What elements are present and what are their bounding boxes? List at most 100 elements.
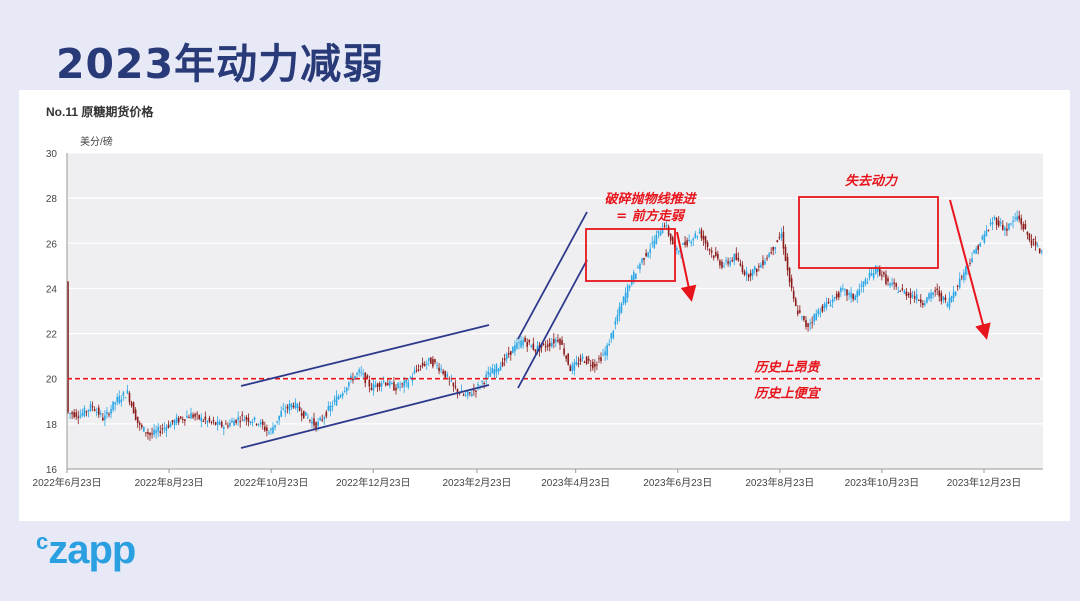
candle-body bbox=[503, 358, 506, 361]
candle-body bbox=[241, 414, 244, 416]
candle-body bbox=[587, 358, 590, 361]
candle-body bbox=[510, 351, 512, 355]
candle-body bbox=[762, 260, 764, 266]
candle-body bbox=[657, 230, 660, 234]
candle-body bbox=[690, 241, 692, 244]
candle-body bbox=[889, 283, 891, 286]
candle-body bbox=[202, 420, 205, 422]
candle-body bbox=[1024, 223, 1027, 230]
candle-body bbox=[73, 412, 75, 418]
candle-body bbox=[134, 409, 137, 420]
candle-body bbox=[971, 258, 973, 263]
candle-body bbox=[288, 403, 291, 411]
candle-body bbox=[715, 251, 717, 256]
candle-body bbox=[290, 403, 293, 408]
candle-body bbox=[278, 415, 280, 421]
candle-body bbox=[126, 390, 129, 394]
candle-body bbox=[903, 290, 906, 294]
candle-body bbox=[481, 380, 483, 382]
candle-body bbox=[1028, 233, 1031, 241]
candle-body bbox=[444, 370, 446, 378]
plot-area bbox=[67, 153, 1043, 469]
candle-body bbox=[891, 283, 893, 285]
candle-body bbox=[507, 352, 510, 355]
candle-body bbox=[243, 419, 246, 422]
candle-body bbox=[372, 383, 375, 391]
candle-body bbox=[245, 416, 248, 420]
candle-body bbox=[817, 309, 820, 314]
candle-body bbox=[954, 291, 957, 296]
candle-body bbox=[368, 379, 371, 387]
candle-body bbox=[413, 370, 416, 374]
candle-body bbox=[196, 413, 198, 415]
candle-body bbox=[663, 225, 666, 227]
candle-body bbox=[495, 364, 498, 373]
candle-body bbox=[961, 276, 963, 278]
candle-body bbox=[573, 362, 576, 371]
candle-body bbox=[216, 420, 219, 425]
candle-body bbox=[454, 386, 457, 388]
candle-body bbox=[598, 358, 600, 360]
candle-body bbox=[866, 282, 869, 284]
trend-channel-line bbox=[240, 324, 490, 387]
x-tick-label: 2023年8月23日 bbox=[745, 476, 814, 489]
candle-body bbox=[952, 291, 955, 299]
candle-body bbox=[346, 387, 348, 392]
candle-body bbox=[1034, 241, 1037, 246]
candle-body bbox=[934, 290, 936, 292]
candle-body bbox=[282, 408, 285, 410]
broken-parabolic-box bbox=[585, 228, 676, 282]
candle-body bbox=[100, 413, 102, 415]
candle-body bbox=[1036, 245, 1039, 247]
candle-body bbox=[536, 346, 539, 352]
candle-body bbox=[104, 415, 106, 421]
candle-body bbox=[124, 397, 127, 399]
candle-body bbox=[432, 358, 434, 367]
candle-body bbox=[614, 321, 617, 325]
candle-body bbox=[409, 377, 412, 379]
candle-body bbox=[981, 236, 984, 240]
candle-body bbox=[333, 399, 336, 402]
candle-body bbox=[778, 237, 781, 239]
candle-body bbox=[1012, 220, 1014, 223]
candle-body bbox=[469, 392, 471, 394]
candle-body bbox=[417, 369, 420, 371]
candle-body bbox=[1010, 223, 1012, 225]
candle-body bbox=[624, 292, 627, 303]
candle-body bbox=[551, 343, 553, 347]
candle-body bbox=[669, 233, 672, 241]
candle-body bbox=[965, 266, 967, 275]
candle-body bbox=[797, 310, 799, 315]
x-tick-label: 2023年6月23日 bbox=[643, 476, 712, 489]
candle-body bbox=[596, 364, 598, 366]
candle-body bbox=[231, 420, 233, 423]
candle-body bbox=[143, 426, 145, 432]
candle-body bbox=[725, 260, 727, 262]
candle-body bbox=[212, 420, 215, 422]
candle-body bbox=[907, 293, 910, 296]
candle-body bbox=[233, 420, 235, 426]
y-tick-label: 26 bbox=[46, 239, 58, 250]
candle-body bbox=[151, 433, 153, 435]
candle-body bbox=[940, 292, 943, 302]
candle-body bbox=[876, 267, 879, 272]
candle-body bbox=[790, 278, 793, 289]
candle-body bbox=[75, 412, 77, 417]
candle-body bbox=[227, 425, 229, 427]
candle-body bbox=[920, 299, 922, 303]
candle-body bbox=[317, 421, 319, 426]
candle-body bbox=[220, 421, 223, 427]
candle-body bbox=[237, 417, 239, 421]
candle-body bbox=[251, 422, 254, 424]
candle-body bbox=[270, 428, 272, 431]
candle-body bbox=[169, 423, 172, 428]
candle-body bbox=[721, 261, 723, 268]
candle-body bbox=[620, 303, 623, 313]
candle-body bbox=[319, 417, 321, 421]
candle-body bbox=[870, 273, 873, 276]
candle-body bbox=[794, 298, 797, 307]
candle-body bbox=[518, 342, 520, 344]
candle-body bbox=[532, 343, 535, 350]
x-tick-label: 2023年4月23日 bbox=[541, 476, 610, 489]
